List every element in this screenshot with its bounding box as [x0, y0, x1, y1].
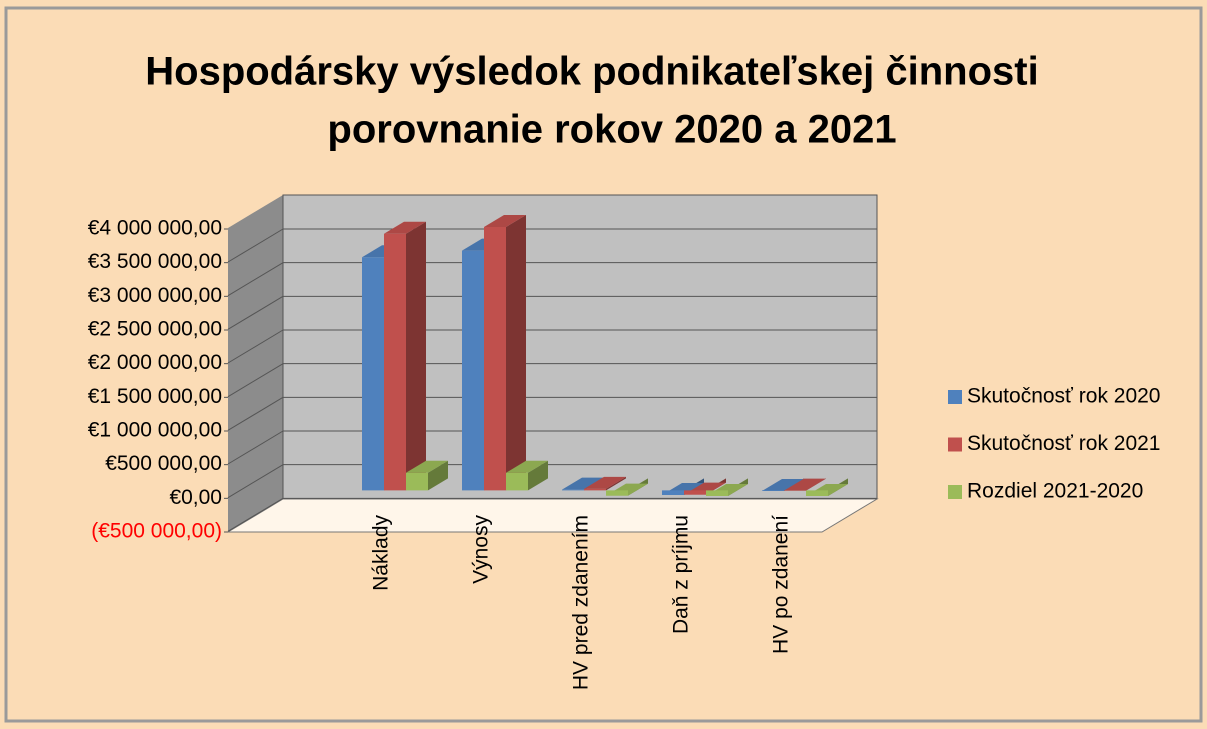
y-tick-label: €0,00 — [169, 486, 222, 509]
bar — [584, 476, 626, 491]
grid-line — [227, 262, 284, 297]
legend-swatch — [948, 485, 962, 499]
y-tick-label: €2 000 000,00 — [88, 351, 222, 374]
grid-line — [227, 295, 284, 330]
bar-face — [406, 472, 428, 491]
chart-title: porovnanie rokov 2020 a 2021 — [327, 108, 896, 152]
chart-title: Hospodársky výsledok podnikateľskej činn… — [145, 50, 1038, 94]
bar-face — [406, 460, 448, 473]
bar-face — [662, 490, 684, 495]
bar-face — [762, 490, 784, 491]
floor — [226, 498, 879, 533]
y-tick-label: €3 000 000,00 — [88, 284, 222, 307]
legend-swatch — [948, 437, 962, 452]
bar-face — [384, 233, 406, 491]
x-tick-label: Daň z príjmu — [670, 515, 693, 634]
bar-face — [762, 478, 804, 491]
bar-face — [428, 460, 448, 491]
bar — [384, 221, 426, 491]
bar — [506, 460, 548, 491]
side-wall — [228, 195, 283, 532]
bar-face — [506, 215, 526, 491]
bar-face — [484, 215, 526, 227]
grid-line — [227, 396, 284, 431]
bar — [406, 460, 448, 491]
bar — [606, 478, 648, 496]
x-tick-label: Výnosy — [470, 515, 493, 584]
x-tick-label: HV pred zdanením — [570, 515, 593, 690]
bar-face — [506, 460, 548, 473]
legend-label: Skutočnosť rok 2020 — [967, 385, 1161, 408]
y-tick-label: €500 000,00 — [105, 452, 222, 475]
y-tick-label: €1 500 000,00 — [88, 385, 222, 408]
bar — [806, 478, 848, 496]
grid-line — [227, 430, 284, 465]
bar-face — [706, 490, 728, 496]
grid-line — [227, 228, 284, 263]
bar-face — [584, 488, 606, 491]
bar-face — [406, 221, 426, 491]
x-tick-label: Náklady — [370, 515, 393, 591]
bar-face — [562, 489, 584, 491]
bar-face — [484, 227, 506, 491]
bar-face — [784, 478, 826, 491]
bar-face — [684, 490, 706, 495]
x-tick-label: HV po zdanení — [770, 515, 793, 654]
bar-face — [506, 472, 528, 491]
legend-swatch — [948, 390, 962, 404]
y-tick-label: €4 000 000,00 — [88, 217, 222, 240]
y-tick-label: €2 500 000,00 — [88, 318, 222, 341]
grid-line — [227, 329, 284, 364]
legend-label: Skutočnosť rok 2021 — [967, 432, 1161, 455]
legend-label: Rozdiel 2021-2020 — [967, 480, 1143, 503]
bar-face — [606, 490, 628, 496]
y-tick-label: €1 000 000,00 — [88, 419, 222, 442]
bar-face — [806, 490, 828, 496]
bar-face — [362, 257, 384, 491]
bar-face — [584, 476, 626, 489]
bar-face — [462, 250, 484, 491]
bar — [706, 478, 748, 496]
grid-line — [227, 464, 284, 499]
bar-face — [384, 221, 426, 234]
bar-face — [528, 460, 548, 491]
y-tick-label: €3 500 000,00 — [88, 250, 222, 273]
bar-face — [606, 476, 626, 491]
bar — [784, 478, 826, 491]
bar-face — [562, 477, 604, 490]
grid-line — [227, 363, 284, 398]
bar — [484, 215, 526, 491]
grid-line — [227, 497, 284, 532]
y-tick-label: (€500 000,00) — [91, 520, 222, 543]
